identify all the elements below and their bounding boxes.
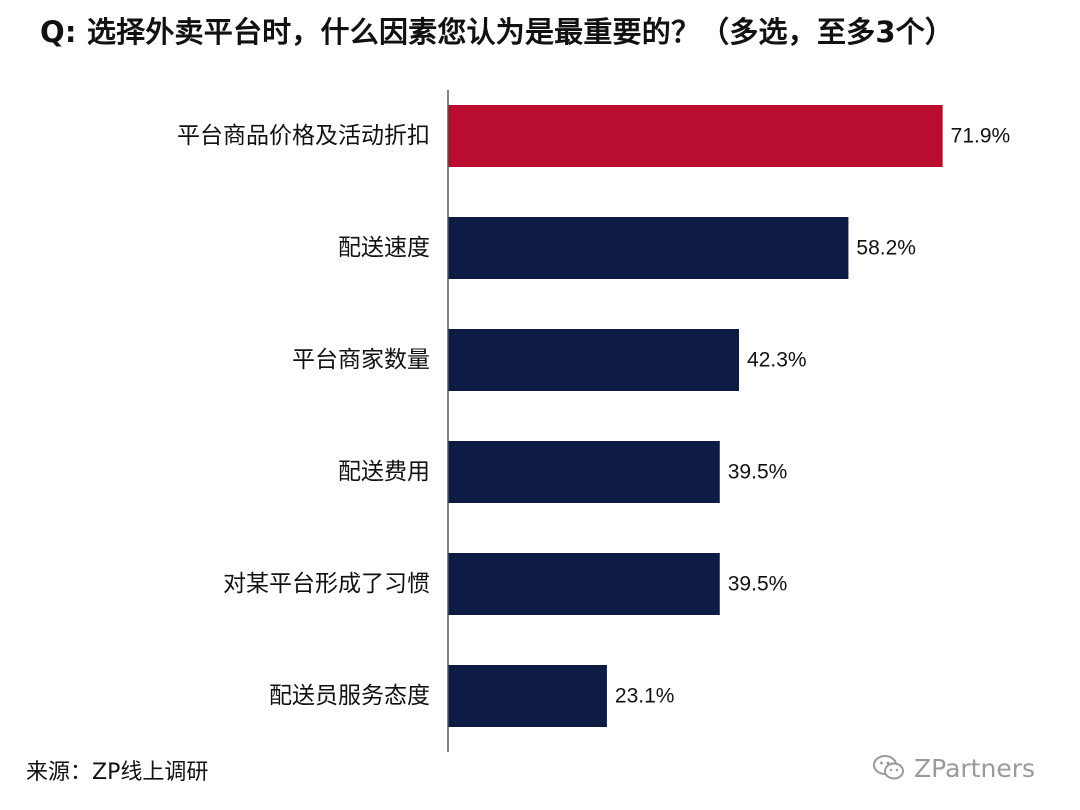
watermark-text: ZPartners <box>914 753 1036 783</box>
value-label-2: 42.3% <box>747 349 807 372</box>
category-label-4: 对某平台形成了习惯 <box>223 571 430 597</box>
bar-5 <box>448 665 607 727</box>
category-label-1: 配送速度 <box>338 235 430 261</box>
watermark: ZPartners <box>872 748 1035 788</box>
bar-3 <box>448 441 720 503</box>
category-label-0: 平台商品价格及活动折扣 <box>177 123 430 149</box>
bar-2 <box>448 329 740 391</box>
value-label-5: 23.1% <box>615 685 675 708</box>
wechat-icon <box>873 755 904 780</box>
source-note: 来源：ZP线上调研 <box>26 760 209 785</box>
bar-4 <box>448 553 720 615</box>
category-label-2: 平台商家数量 <box>292 347 430 373</box>
value-label-0: 71.9% <box>951 125 1011 148</box>
category-label-5: 配送员服务态度 <box>269 683 430 709</box>
category-label-3: 配送费用 <box>338 459 430 485</box>
bar-0 <box>448 105 943 167</box>
bar-1 <box>448 217 849 279</box>
value-label-3: 39.5% <box>728 461 788 484</box>
chart-title: Q: 选择外卖平台时，什么因素您认为是最重要的？（多选，至多3个） <box>40 15 955 49</box>
value-label-1: 58.2% <box>856 237 916 260</box>
value-label-4: 39.5% <box>728 573 788 596</box>
